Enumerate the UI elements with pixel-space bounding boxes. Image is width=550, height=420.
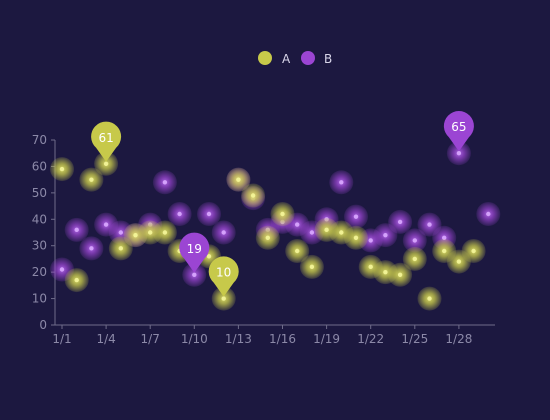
value-markers: 61 10 19 65 (91, 111, 474, 297)
value-marker: 10 (208, 256, 239, 297)
value-marker: 19 (179, 232, 210, 273)
data-point[interactable] (299, 254, 324, 279)
data-point[interactable] (329, 170, 354, 195)
data-point[interactable] (64, 268, 89, 293)
x-tick-label: 1/19 (313, 332, 340, 346)
value-marker-label: 10 (216, 266, 231, 280)
data-point[interactable] (50, 157, 74, 182)
value-marker-label: 65 (451, 120, 466, 134)
y-tick-label: 20 (32, 265, 47, 279)
data-point[interactable] (211, 220, 236, 245)
data-point[interactable] (152, 220, 177, 245)
data-point[interactable] (388, 262, 413, 287)
y-tick-label: 10 (32, 292, 47, 306)
data-point[interactable] (285, 239, 310, 263)
legend-item[interactable]: B (301, 51, 332, 66)
data-point[interactable] (476, 202, 501, 226)
data-point[interactable] (417, 286, 442, 311)
x-tick-label: 1/28 (445, 332, 472, 346)
data-point[interactable] (167, 202, 192, 226)
data-point[interactable] (152, 170, 177, 195)
y-tick-label: 70 (32, 133, 47, 147)
data-point[interactable] (241, 183, 266, 208)
data-point[interactable] (79, 236, 104, 261)
data-point[interactable] (182, 262, 207, 287)
axes: 0 10 20 30 40 50 60 70 1/1 1/4 1/7 1/10 1/13 1/16 1/19… (32, 133, 495, 346)
y-tick-label: 40 (32, 212, 47, 226)
y-tick-label: 30 (32, 239, 47, 253)
data-point[interactable] (402, 246, 427, 271)
data-point[interactable] (211, 286, 236, 311)
data-point[interactable] (64, 217, 89, 242)
data-point[interactable] (255, 225, 280, 250)
x-tick-label: 1/25 (401, 332, 428, 346)
data-point[interactable] (461, 239, 486, 263)
x-tick-label: 1/22 (357, 332, 384, 346)
data-point[interactable] (197, 202, 221, 226)
data-point[interactable] (402, 228, 427, 253)
data-point[interactable] (79, 167, 104, 192)
y-tick-label: 60 (32, 159, 47, 173)
x-tick-label: 1/1 (52, 332, 71, 346)
legend-label: A (282, 52, 291, 66)
data-point[interactable] (270, 202, 295, 226)
legend-swatch (301, 51, 315, 65)
value-marker-label: 61 (98, 131, 113, 145)
value-marker: 65 (443, 111, 474, 152)
y-tick-label: 50 (32, 186, 47, 200)
value-marker: 61 (91, 121, 122, 162)
data-point[interactable] (344, 204, 368, 229)
x-tick-label: 1/7 (141, 332, 160, 346)
legend-swatch (258, 51, 272, 65)
x-tick-label: 1/4 (96, 332, 115, 346)
data-point[interactable] (344, 225, 368, 250)
legend-label: B (324, 52, 332, 66)
legend-item[interactable]: A (258, 51, 291, 66)
value-marker-label: 19 (187, 242, 202, 256)
x-tick-label: 1/13 (225, 332, 252, 346)
data-point[interactable] (226, 167, 251, 192)
data-point[interactable] (446, 141, 471, 166)
y-tick-label: 0 (39, 318, 47, 332)
x-tick-label: 1/10 (181, 332, 208, 346)
x-tick-label: 1/16 (269, 332, 296, 346)
data-point[interactable] (388, 209, 413, 234)
data-point[interactable] (94, 151, 119, 176)
